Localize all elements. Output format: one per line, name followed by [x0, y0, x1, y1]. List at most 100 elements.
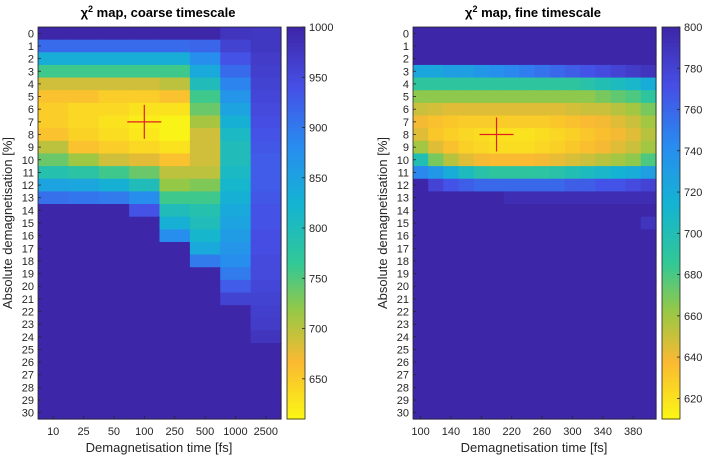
heatmap-cell: [473, 216, 490, 230]
heatmap-cell: [250, 178, 282, 192]
heatmap-cell: [504, 191, 520, 205]
y-tick-label: 9: [403, 142, 409, 154]
heatmap-cell: [159, 279, 191, 294]
heatmap-cell: [443, 330, 460, 344]
colorbar-segment: [662, 304, 680, 309]
heatmap-cell: [220, 102, 252, 117]
x-tick-label: 140: [442, 426, 460, 438]
colorbar-frame: [286, 26, 306, 420]
heatmap-cell: [640, 27, 657, 41]
heatmap-cell: [129, 216, 161, 230]
heatmap-cell: [250, 39, 282, 53]
heatmap-cell: [443, 178, 460, 192]
heatmap-cell: [38, 77, 69, 91]
heatmap-cell: [443, 267, 460, 281]
heatmap-cell: [595, 406, 612, 420]
heatmap-cell: [38, 178, 69, 192]
heatmap-cell: [488, 27, 505, 41]
colorbar: 620 640 660 680 700 720 740 760 780 800: [661, 22, 702, 420]
colorbar-segment: [662, 327, 680, 332]
heatmap-cell: [625, 140, 642, 155]
heatmap-cell: [98, 77, 130, 91]
heatmap-cell: [595, 355, 612, 370]
heatmap-cell: [595, 368, 612, 382]
heatmap-cell: [38, 166, 69, 180]
heatmap-cell: [519, 52, 536, 66]
heatmap-cell: [580, 216, 596, 230]
heatmap-cell: [564, 204, 581, 218]
heatmap-cell: [189, 241, 221, 256]
heatmap-cell: [564, 381, 581, 395]
heatmap-cell: [189, 279, 221, 294]
y-tick-label: 25: [397, 344, 409, 356]
heatmap-cell: [38, 343, 69, 357]
heatmap-cell: [504, 355, 520, 370]
colorbar-segment: [287, 98, 305, 103]
heatmap-cell: [428, 241, 444, 256]
y-tick-label: 21: [397, 294, 409, 306]
heatmap-cell: [129, 27, 161, 41]
heatmap-cell: [610, 355, 627, 370]
heatmap-cell: [504, 279, 520, 294]
y-tick-label: 15: [22, 218, 34, 230]
colorbar-segment: [662, 160, 680, 165]
heatmap-cell: [473, 153, 490, 167]
colorbar-segment: [662, 389, 680, 394]
heatmap-cell: [98, 153, 130, 167]
x-tick-label: 220: [503, 426, 521, 438]
heatmap-cell: [488, 90, 505, 104]
y-axis-label: Absolute demagnetisation [%]: [0, 137, 15, 309]
heatmap-cell: [458, 317, 475, 332]
heatmap-cell: [564, 153, 581, 167]
colorbar-segment: [287, 49, 305, 54]
colorbar-gradient: [662, 27, 680, 420]
colorbar-segment: [662, 298, 680, 302]
colorbar-segment: [287, 33, 305, 38]
heatmap-cell: [220, 153, 252, 167]
heatmap-cell: [68, 229, 100, 243]
heatmap-cell: [38, 204, 69, 218]
heatmap-cell: [159, 27, 191, 41]
heatmap-cell: [159, 406, 191, 420]
heatmap-cell: [458, 305, 475, 319]
heatmap-cell: [98, 343, 130, 357]
heatmap-cell: [98, 292, 130, 306]
colorbar-segment: [287, 360, 305, 365]
heatmap-cell: [129, 292, 161, 306]
heatmap-cell: [534, 381, 551, 395]
colorbar-segment: [662, 138, 680, 142]
heatmap-cell: [580, 292, 596, 306]
colorbar-segment: [662, 85, 680, 90]
heatmap-cell: [443, 140, 460, 155]
heatmap-cell: [580, 368, 596, 382]
heatmap-cell: [473, 254, 490, 268]
y-tick-label: 1: [403, 41, 409, 53]
heatmap-cell: [189, 77, 221, 91]
heatmap-cell: [68, 39, 100, 53]
heatmap-cell: [159, 355, 191, 370]
colorbar-segment: [662, 373, 680, 378]
heatmap-cell: [159, 52, 191, 66]
heatmap-cell: [129, 406, 161, 420]
colorbar-segment: [287, 262, 305, 267]
heatmap-cell: [98, 166, 130, 180]
heatmap-cell: [68, 406, 100, 420]
heatmap-cell: [413, 216, 429, 230]
y-tick-label: 13: [397, 193, 409, 205]
colorbar-segment: [287, 125, 305, 129]
colorbar-segment: [662, 340, 680, 345]
heatmap-cell: [564, 317, 581, 332]
heatmap-cell: [504, 406, 520, 420]
heatmap-cell: [443, 381, 460, 395]
heatmap-cell: [610, 229, 627, 243]
heatmap-cell: [38, 128, 69, 142]
heatmap-cell: [159, 77, 191, 91]
colorbar-segment: [662, 56, 680, 61]
heatmap-cell: [625, 305, 642, 319]
heatmap-cell: [443, 166, 460, 180]
heatmap-cell: [129, 305, 161, 319]
colorbar-segment: [662, 144, 680, 149]
heatmap-cell: [189, 191, 221, 205]
y-tick-label: 12: [397, 180, 409, 192]
heatmap-cell: [458, 77, 475, 91]
